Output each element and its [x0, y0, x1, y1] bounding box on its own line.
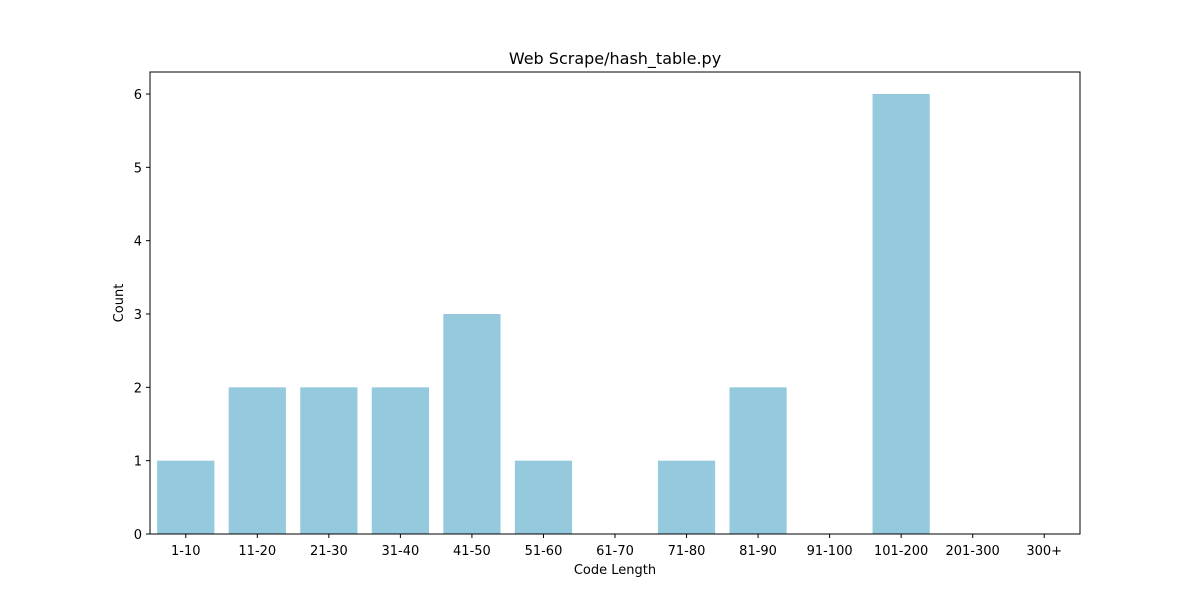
bars-layer — [157, 94, 930, 534]
x-tick-label: 300+ — [1026, 544, 1062, 559]
x-tick-label: 51-60 — [525, 544, 563, 559]
x-tick-label: 1-10 — [171, 544, 201, 559]
x-tick-label: 91-100 — [807, 544, 853, 559]
bar-81-90 — [729, 387, 787, 534]
x-tick-label: 11-20 — [238, 544, 276, 559]
x-tick-label: 21-30 — [310, 544, 348, 559]
x-tick-label: 101-200 — [874, 544, 928, 559]
x-tick-label: 201-300 — [946, 544, 1000, 559]
bar-31-40 — [371, 387, 429, 534]
x-tick-label: 81-90 — [739, 544, 777, 559]
y-ticks: 0 1 2 3 4 5 6 — [134, 88, 150, 543]
x-tick-label: 61-70 — [596, 544, 634, 559]
x-axis-label: Code Length — [574, 563, 656, 578]
y-tick-label: 2 — [134, 381, 142, 396]
y-tick-label: 1 — [134, 455, 142, 470]
bar-41-50 — [443, 314, 501, 534]
x-tick-label: 31-40 — [381, 544, 419, 559]
chart-title: Web Scrape/hash_table.py — [509, 49, 721, 69]
x-tick-label: 41-50 — [453, 544, 491, 559]
y-tick-label: 3 — [134, 308, 142, 323]
bar-101-200 — [872, 94, 930, 534]
bar-1-10 — [157, 460, 215, 534]
x-tick-label: 71-80 — [668, 544, 706, 559]
bar-11-20 — [228, 387, 286, 534]
bar-71-80 — [657, 460, 716, 534]
y-tick-label: 6 — [134, 88, 142, 103]
y-axis-label: Count — [112, 284, 127, 323]
y-tick-label: 5 — [134, 161, 142, 176]
plot-frame — [149, 71, 1081, 535]
y-tick-label: 0 — [134, 528, 142, 543]
x-ticks: 1-10 11-20 21-30 31-40 41-50 51-60 61-70 71-80 8… — [171, 534, 1062, 559]
bar-21-30 — [300, 387, 358, 534]
bar-51-60 — [514, 460, 573, 534]
y-tick-label: 4 — [134, 235, 142, 250]
